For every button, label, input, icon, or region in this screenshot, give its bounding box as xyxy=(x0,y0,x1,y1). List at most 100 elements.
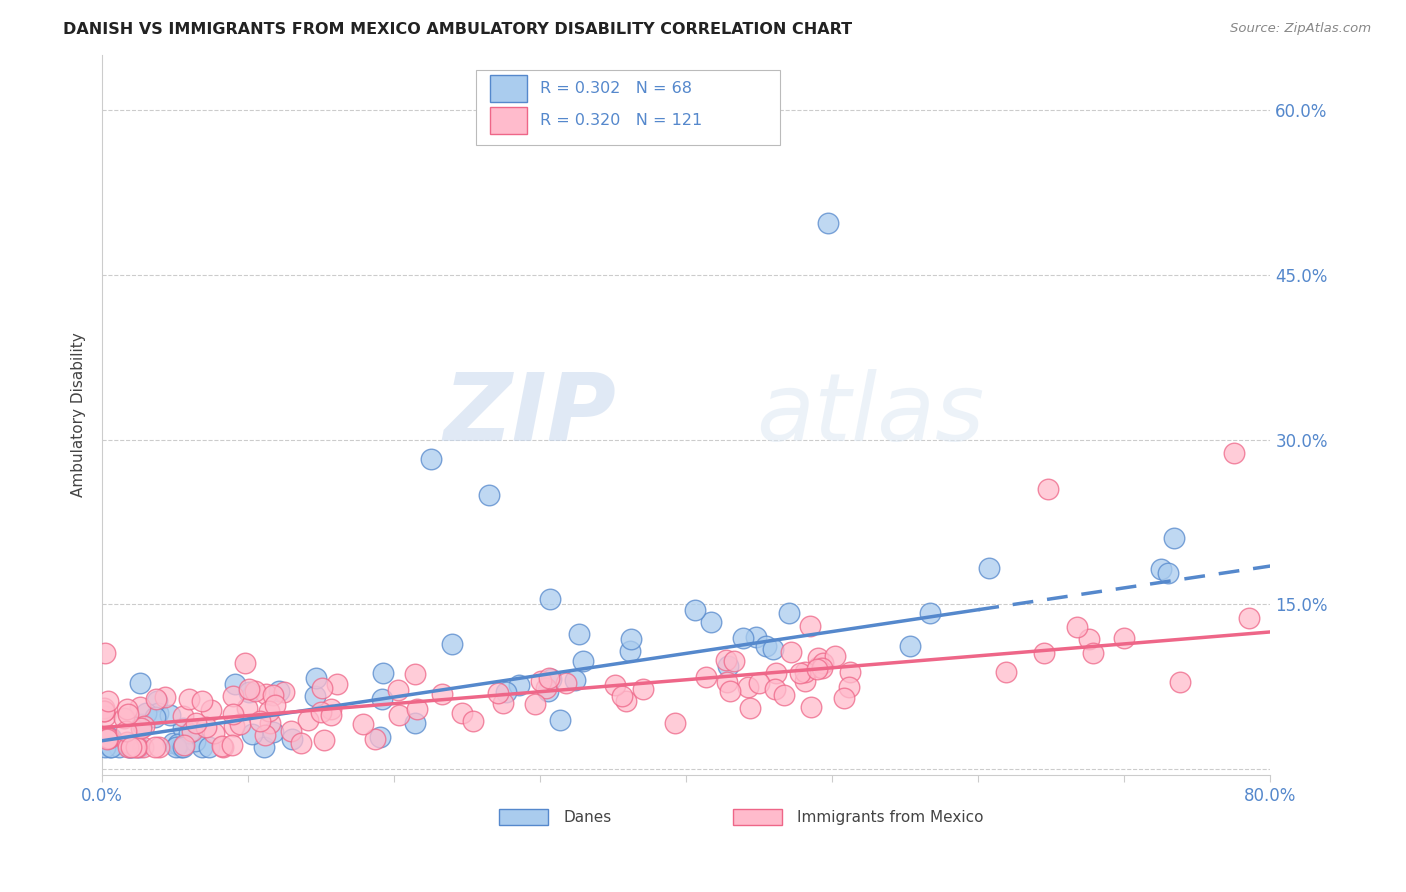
Point xyxy=(177,726,200,740)
Point xyxy=(145,694,167,708)
Point xyxy=(737,681,759,695)
Point xyxy=(716,675,738,690)
Point xyxy=(100,740,122,755)
Point xyxy=(108,740,131,755)
Point xyxy=(93,701,115,715)
Point xyxy=(121,740,143,755)
Point xyxy=(190,740,212,755)
Point xyxy=(683,602,706,616)
Point xyxy=(530,674,553,689)
Point xyxy=(664,716,686,731)
FancyBboxPatch shape xyxy=(499,809,548,825)
Point xyxy=(977,560,1000,574)
Text: ZIP: ZIP xyxy=(443,369,616,461)
Point xyxy=(368,730,391,744)
Point xyxy=(222,689,245,703)
Point xyxy=(824,648,846,663)
Point xyxy=(94,740,117,755)
Point xyxy=(534,681,557,695)
Point xyxy=(555,676,578,690)
FancyBboxPatch shape xyxy=(491,107,527,135)
Point xyxy=(371,691,394,706)
Point xyxy=(198,740,221,755)
Point xyxy=(811,656,834,670)
Point xyxy=(195,721,218,735)
Point xyxy=(94,646,117,660)
Point xyxy=(249,714,271,728)
Point xyxy=(763,681,786,696)
Point xyxy=(572,654,595,668)
Point xyxy=(128,740,150,755)
Point xyxy=(153,690,176,704)
Point xyxy=(173,709,195,723)
Point xyxy=(267,683,290,698)
Point xyxy=(222,719,245,733)
Point xyxy=(430,687,453,701)
Point xyxy=(148,706,170,721)
Point xyxy=(224,676,246,690)
Point xyxy=(253,728,276,742)
Point xyxy=(290,736,312,750)
Point xyxy=(419,452,441,467)
Point xyxy=(717,658,740,673)
Point xyxy=(253,740,276,755)
Point xyxy=(1032,646,1054,660)
Point xyxy=(1168,674,1191,689)
Point xyxy=(98,739,121,754)
Point xyxy=(172,740,194,755)
Point xyxy=(200,704,222,718)
Point xyxy=(184,734,207,748)
Point xyxy=(257,704,280,718)
Point xyxy=(184,716,207,731)
Point xyxy=(364,732,387,747)
Point xyxy=(1077,632,1099,646)
Point xyxy=(128,700,150,714)
Point xyxy=(700,615,723,630)
Point xyxy=(492,696,515,710)
Point xyxy=(191,694,214,708)
Point xyxy=(262,725,284,739)
Point xyxy=(537,684,560,698)
Text: R = 0.320   N = 121: R = 0.320 N = 121 xyxy=(540,113,703,128)
FancyBboxPatch shape xyxy=(491,75,527,102)
Point xyxy=(695,670,717,684)
Point xyxy=(1112,631,1135,645)
Point xyxy=(145,692,167,706)
Point xyxy=(112,711,135,725)
Point xyxy=(738,701,761,715)
Point xyxy=(259,716,281,731)
Point xyxy=(524,697,547,711)
Point xyxy=(202,726,225,740)
Point xyxy=(325,677,347,691)
Point xyxy=(311,681,333,696)
Point xyxy=(352,717,374,731)
Text: Danes: Danes xyxy=(564,811,612,825)
Point xyxy=(98,731,121,746)
Point xyxy=(564,673,586,687)
Point xyxy=(778,606,800,620)
Point xyxy=(772,689,794,703)
Point xyxy=(461,714,484,728)
Point xyxy=(811,661,834,675)
Point xyxy=(117,707,139,722)
Point xyxy=(120,739,142,754)
Point xyxy=(240,727,263,741)
Point xyxy=(238,681,260,696)
Point xyxy=(281,731,304,746)
Point xyxy=(236,701,259,715)
Point xyxy=(620,632,643,646)
Point xyxy=(745,630,768,644)
Point xyxy=(404,667,426,681)
Point xyxy=(794,665,817,679)
Point xyxy=(115,702,138,716)
Point xyxy=(159,708,181,723)
Point xyxy=(799,619,821,633)
Text: R = 0.302   N = 68: R = 0.302 N = 68 xyxy=(540,81,692,95)
Point xyxy=(548,713,571,727)
Point xyxy=(243,684,266,698)
Point xyxy=(212,740,235,755)
Point xyxy=(280,723,302,738)
FancyBboxPatch shape xyxy=(733,809,782,825)
Point xyxy=(807,660,830,674)
Point xyxy=(173,738,195,752)
